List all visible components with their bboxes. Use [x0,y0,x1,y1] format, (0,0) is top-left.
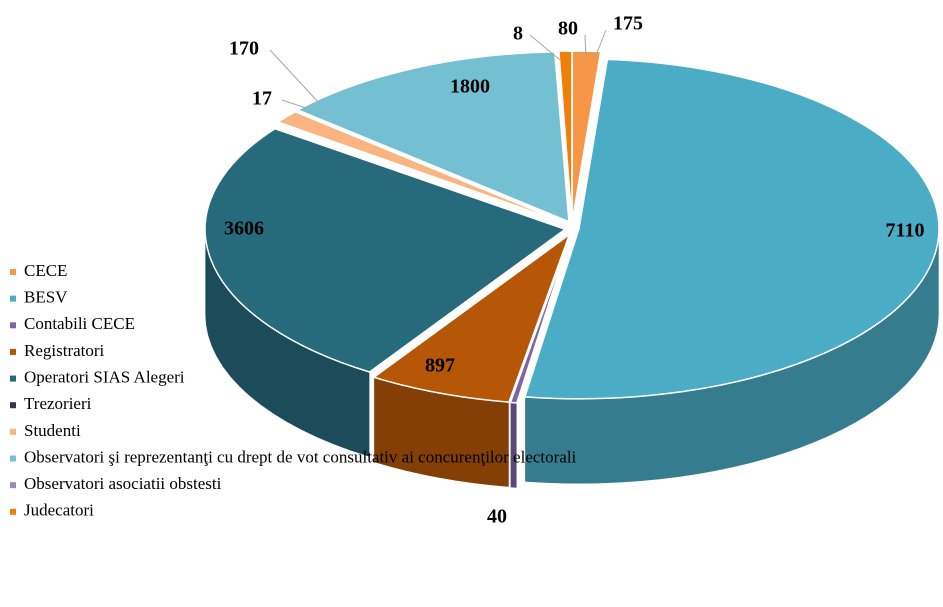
legend-label: Operatori SIAS Alegeri [24,367,185,386]
legend-label: Trezorieri [24,394,92,413]
legend-swatch [10,402,16,409]
legend-swatch [10,508,16,515]
legend-swatch [10,269,16,275]
leader-line [269,49,321,105]
data-label: 80 [558,18,578,40]
legend-label: BESV [24,288,68,307]
legend-label: Contabili CECE [24,314,135,333]
legend-swatch [10,455,16,462]
pie-tops [204,50,940,404]
legend-label: CECE [24,261,67,280]
data-label: 8 [513,23,523,45]
data-label: 175 [613,13,643,35]
pie-slice [558,50,573,222]
leader-line [529,34,561,61]
legend: CECE BESV Contabili CECE Registratori Operat… [10,261,577,520]
legend-swatch [10,482,16,489]
legend-swatch [10,295,16,302]
data-label: 40 [487,506,507,528]
data-label: 17 [252,88,272,110]
pie-walls [204,228,940,489]
data-label: 3606 [224,218,264,240]
legend-label: Observatori şi reprezentanţi cu drept de… [24,447,577,466]
legend-label: Registratori [24,341,105,360]
legend-label: Judecatori [24,501,94,520]
leader-line [281,99,313,111]
data-label: 897 [425,355,455,377]
pie-slice [509,234,572,404]
pie-slice [204,127,567,373]
legend-swatch [10,322,16,329]
pie-slice [276,110,567,225]
data-labels: 175 7110 40 897 3606 17 170 1800 8 80 [224,13,924,528]
pie-wall [510,402,518,489]
legend-swatch [10,428,16,435]
leader-line [584,34,587,61]
pie-slice [372,232,571,403]
data-label: 1800 [450,76,490,98]
legend-swatch [10,375,16,382]
legend-label: Studenti [24,421,81,440]
legend-swatch [10,348,16,355]
data-label: 170 [229,38,259,60]
data-label: 7110 [886,220,925,242]
leader-line [593,29,607,61]
pie-slice [523,58,940,400]
legend-label: Observatori asociatii obstesti [24,474,222,493]
